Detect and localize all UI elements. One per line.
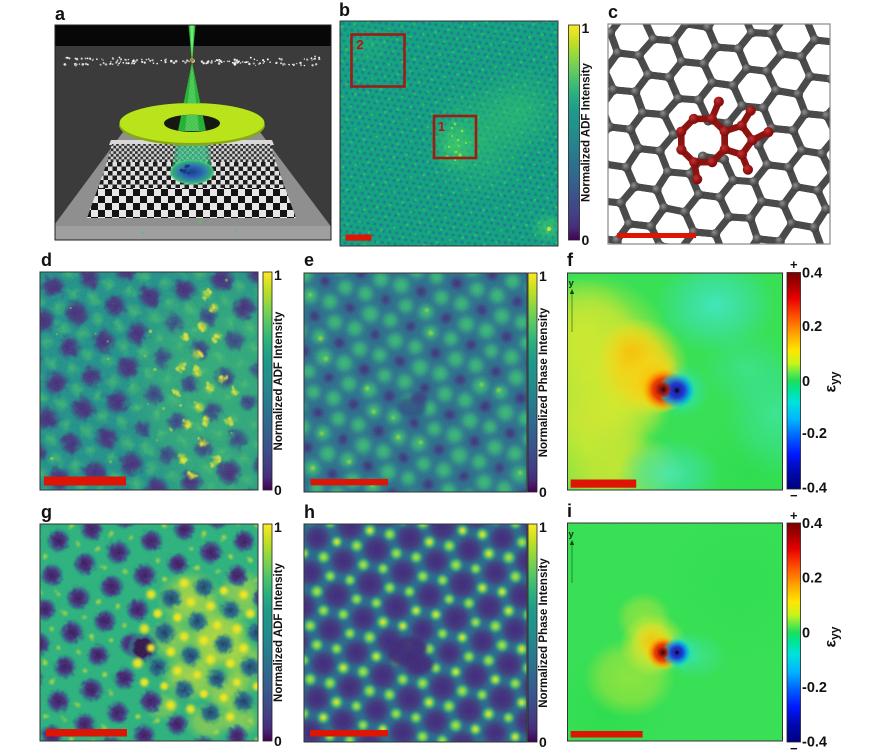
svg-text:-0.4: -0.4 [802, 735, 827, 751]
svg-text:g: g [41, 502, 52, 522]
svg-text:y: y [569, 529, 575, 540]
svg-text:-0.2: -0.2 [802, 426, 827, 442]
svg-text:y: y [569, 278, 575, 289]
svg-text:Normalized Phase Intensity: Normalized Phase Intensity [538, 558, 550, 708]
svg-text:εyy: εyy [823, 371, 842, 392]
svg-text:Normalized ADF Intensity: Normalized ADF Intensity [273, 562, 285, 701]
svg-text:0.4: 0.4 [802, 516, 822, 532]
svg-text:−: − [790, 488, 798, 503]
svg-text:0: 0 [539, 734, 547, 750]
svg-text:0: 0 [274, 733, 282, 749]
svg-text:1: 1 [274, 267, 282, 283]
svg-text:0: 0 [582, 232, 590, 248]
svg-text:1: 1 [539, 268, 547, 284]
svg-text:Normalized ADF Intensity: Normalized ADF Intensity [273, 311, 285, 450]
svg-text:Normalized Phase Intensity: Normalized Phase Intensity [538, 307, 550, 457]
svg-text:b: b [339, 0, 350, 20]
svg-text:e: e [304, 250, 314, 270]
svg-text:1: 1 [539, 519, 547, 535]
svg-text:0.2: 0.2 [802, 571, 822, 587]
svg-text:1: 1 [438, 120, 445, 134]
svg-text:1: 1 [582, 20, 590, 36]
svg-text:+: + [790, 257, 798, 272]
svg-text:Normalized ADF Intensity: Normalized ADF Intensity [581, 62, 593, 201]
svg-text:0: 0 [539, 484, 547, 500]
svg-text:0: 0 [802, 626, 810, 642]
svg-text:0.4: 0.4 [802, 266, 822, 282]
svg-text:2: 2 [357, 38, 364, 52]
svg-text:d: d [41, 250, 52, 270]
svg-text:−: − [790, 741, 798, 756]
svg-text:-0.2: -0.2 [802, 680, 827, 696]
svg-text:0.2: 0.2 [802, 319, 822, 335]
svg-text:εyy: εyy [823, 626, 842, 647]
svg-text:0: 0 [274, 482, 282, 498]
svg-text:a: a [55, 4, 66, 24]
svg-text:c: c [608, 2, 618, 22]
svg-text:1: 1 [274, 519, 282, 535]
svg-text:h: h [304, 502, 315, 522]
svg-text:-0.4: -0.4 [802, 481, 827, 497]
svg-text:0: 0 [802, 374, 810, 390]
svg-text:i: i [567, 501, 572, 521]
svg-text:+: + [790, 508, 798, 523]
svg-text:f: f [567, 250, 574, 270]
